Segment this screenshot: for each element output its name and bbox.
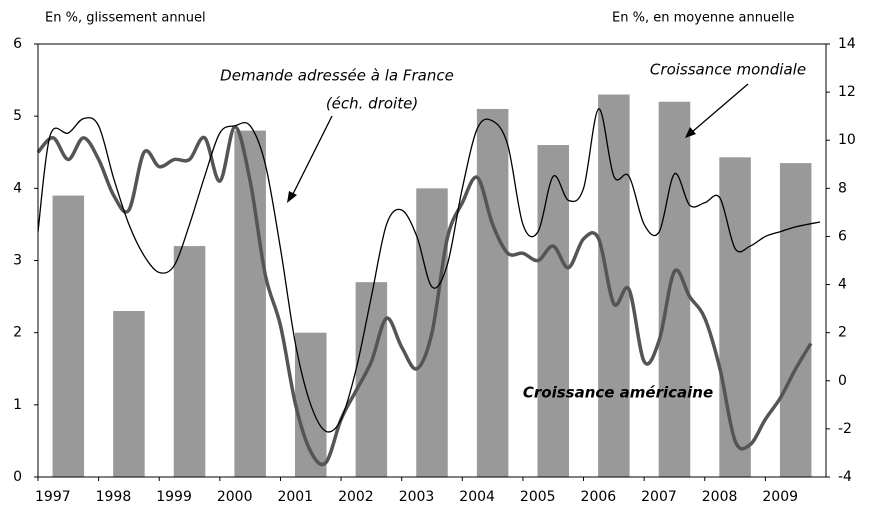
y2-tick-label: 8	[838, 180, 847, 196]
line	[36, 125, 813, 467]
bar	[173, 246, 206, 477]
demand-arrowhead	[287, 191, 297, 203]
y2-tick-label: 12	[838, 84, 856, 100]
lines	[36, 108, 821, 467]
y-tick-label: 3	[13, 253, 22, 269]
left-axis-label: En %, glissement annuel	[45, 11, 206, 26]
x-tick-label: 2001	[277, 489, 313, 505]
line	[37, 108, 821, 433]
world-label: Croissance mondiale	[650, 61, 806, 79]
demand-arrow	[291, 115, 333, 197]
y2-tick-label: 10	[838, 132, 856, 148]
x-tick-label: 1997	[35, 489, 71, 505]
x-tick-label: 2005	[520, 489, 556, 505]
y2-tick-label: 2	[838, 325, 847, 341]
x-tick-label: 2000	[217, 489, 253, 505]
demand-note: (éch. droite)	[326, 95, 418, 113]
y-tick-label: 4	[13, 180, 22, 196]
y2-tick-label: 14	[838, 36, 856, 52]
bar	[779, 163, 812, 477]
y-tick-label: 1	[13, 397, 22, 413]
bar	[537, 145, 569, 478]
y2-tick-label: -2	[838, 421, 852, 437]
x-tick-label: 2009	[762, 489, 798, 505]
right-axis-label: En %, en moyenne annuelle	[612, 11, 794, 26]
y2-tick-label: -4	[838, 469, 852, 485]
y-tick-label: 6	[13, 36, 22, 52]
y-tick-label: 2	[13, 325, 22, 341]
bar	[113, 311, 145, 477]
x-tick-label: 2004	[459, 489, 495, 505]
demand-label: Demande adressée à la France	[220, 67, 454, 85]
bar	[52, 195, 85, 478]
world-arrow	[691, 83, 749, 133]
x-tick-label: 1998	[96, 489, 132, 505]
y-tick-label: 0	[13, 469, 22, 485]
x-tick-label: 2002	[338, 489, 374, 505]
x-tick-label: 1999	[156, 489, 192, 505]
bar	[719, 157, 751, 477]
bar	[598, 94, 630, 478]
x-tick-label: 2008	[702, 489, 738, 505]
y2-tick-label: 6	[838, 228, 847, 244]
bars	[52, 94, 812, 478]
x-tick-label: 2007	[641, 489, 677, 505]
bar	[476, 108, 509, 477]
y2-tick-label: 4	[838, 277, 847, 293]
x-tick-label: 2006	[581, 489, 617, 505]
us-label: Croissance américaine	[523, 384, 713, 402]
y-tick-label: 5	[13, 108, 22, 124]
x-tick-label: 2003	[399, 489, 435, 505]
world-arrowhead	[685, 127, 696, 138]
y2-tick-label: 0	[838, 373, 847, 389]
